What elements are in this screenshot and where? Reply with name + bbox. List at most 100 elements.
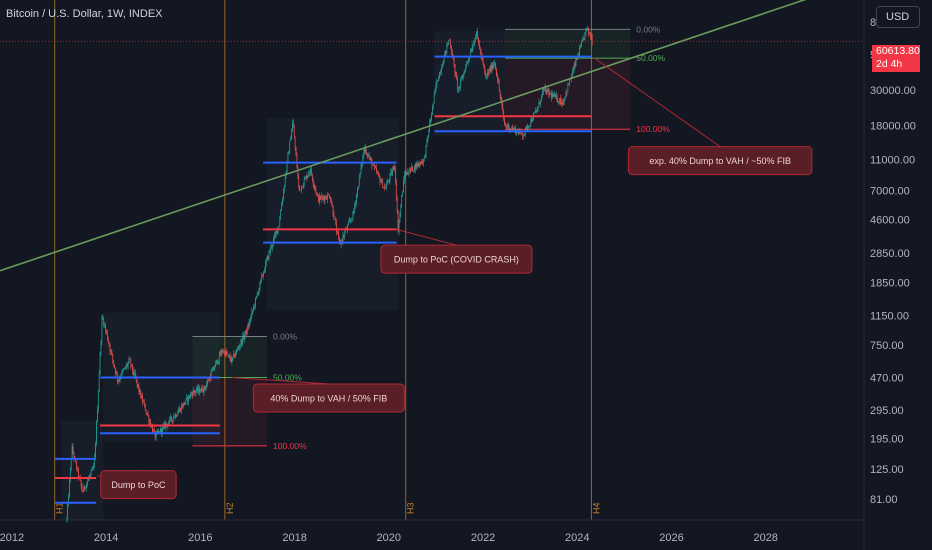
y-axis[interactable]: 80000.0050000.0030000.0018000.0011000.00… xyxy=(863,0,916,550)
candle-body xyxy=(292,122,294,128)
candle-body xyxy=(153,430,154,432)
candle-body xyxy=(525,126,527,128)
candle-body xyxy=(97,409,98,423)
candle-body xyxy=(447,44,449,46)
x-tick-label: 2022 xyxy=(471,532,495,544)
candle-body xyxy=(573,64,575,69)
y-tick-label: 30000.00 xyxy=(870,85,916,97)
x-axis[interactable]: 2012 2014 2016 2018 2020 2022 2024 2026 2028 xyxy=(0,519,864,544)
candle-body xyxy=(438,78,440,82)
candle-body xyxy=(217,360,218,364)
y-tick-label: 195.00 xyxy=(870,433,904,445)
candle-body xyxy=(145,410,147,414)
candle-body xyxy=(181,405,183,408)
candle-body xyxy=(310,168,311,173)
candle-body xyxy=(481,56,483,59)
candle-body xyxy=(413,170,414,172)
candle-body xyxy=(191,393,193,396)
candle-body xyxy=(182,402,184,408)
candle-body xyxy=(511,128,513,130)
candle-body xyxy=(162,426,163,433)
candle-body xyxy=(456,73,458,80)
candle-body xyxy=(472,44,474,49)
candle-body xyxy=(264,270,265,273)
candle-body xyxy=(581,42,582,47)
candle-body xyxy=(270,246,272,252)
candle-body xyxy=(369,157,371,159)
candle-body xyxy=(460,80,461,87)
candle-body xyxy=(569,78,570,85)
candle-body xyxy=(181,405,182,412)
candle-body xyxy=(284,176,286,187)
candle-body xyxy=(319,195,320,202)
trendline-layer xyxy=(0,0,807,272)
candle-body xyxy=(224,350,226,356)
candle-body xyxy=(212,367,214,371)
candle-body xyxy=(367,155,369,157)
candle-body xyxy=(221,351,223,353)
candle-body xyxy=(311,168,312,175)
currency-button[interactable]: USD xyxy=(876,6,920,28)
candle-body xyxy=(243,335,245,339)
candle-body xyxy=(583,38,585,39)
candle-body xyxy=(375,166,376,169)
fib-level-label: 100.00% xyxy=(636,124,670,134)
candle-body xyxy=(283,190,284,200)
candle-body xyxy=(235,354,236,357)
candle-body xyxy=(139,390,141,392)
candle-body xyxy=(106,332,108,340)
candle-body xyxy=(508,125,510,131)
candle-body xyxy=(202,391,204,393)
candle-body xyxy=(381,180,383,182)
y-tick-label: 4600.00 xyxy=(870,215,910,227)
candle-body xyxy=(172,417,174,421)
candle-body xyxy=(376,168,377,173)
candle-body xyxy=(488,68,490,74)
candle-body xyxy=(331,203,333,207)
candle-body xyxy=(322,196,324,198)
candle-body xyxy=(204,386,206,389)
candle-body xyxy=(413,165,415,171)
candle-body xyxy=(351,219,353,220)
candle-body xyxy=(203,386,205,393)
annotation-text: 40% Dump to VAH / 50% FIB xyxy=(270,393,387,403)
candle-body xyxy=(141,396,142,398)
candle-body xyxy=(491,64,493,70)
candle-body xyxy=(489,68,491,72)
candle-body xyxy=(468,59,469,62)
candle-body xyxy=(247,326,249,328)
candle-body xyxy=(326,198,328,200)
candle-body xyxy=(493,64,495,66)
candle-body xyxy=(446,44,448,53)
candle-body xyxy=(248,322,250,328)
candle-body xyxy=(387,181,389,182)
candle-body xyxy=(177,413,179,416)
candle-body xyxy=(440,72,441,74)
y-tick-label: 7000.00 xyxy=(870,186,910,198)
candle-body xyxy=(264,262,266,271)
candle-body xyxy=(279,219,281,227)
candle-body xyxy=(378,173,380,177)
candle-body xyxy=(534,111,536,113)
candle-body xyxy=(133,371,134,375)
x-tick-label: 2016 xyxy=(188,532,212,544)
candle-body xyxy=(572,68,574,72)
candle-body xyxy=(125,367,126,369)
candle-body xyxy=(113,359,114,365)
candle-body xyxy=(458,87,459,90)
candle-body xyxy=(386,181,388,185)
candle-body xyxy=(104,325,105,326)
chart-title: Bitcoin / U.S. Dollar, 1W, INDEX xyxy=(6,8,163,20)
candle-body xyxy=(183,402,185,405)
range-box xyxy=(267,117,399,310)
candle-body xyxy=(228,354,230,356)
candle-body xyxy=(193,390,195,392)
candle-body xyxy=(236,348,238,350)
candle-body xyxy=(418,162,420,165)
candle-body xyxy=(268,251,270,259)
candle-body xyxy=(485,72,487,76)
candle-body xyxy=(548,89,550,95)
candle-body xyxy=(385,187,386,189)
candle-body xyxy=(367,153,368,156)
